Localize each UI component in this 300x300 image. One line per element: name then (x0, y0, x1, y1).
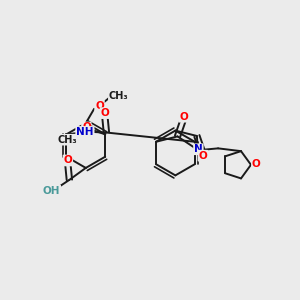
Text: OH: OH (43, 186, 60, 196)
Text: NH: NH (76, 127, 94, 137)
Text: O: O (179, 112, 188, 122)
Text: O: O (100, 108, 109, 118)
Text: O: O (95, 101, 104, 111)
Text: O: O (199, 151, 207, 161)
Text: O: O (64, 155, 72, 166)
Text: N: N (194, 144, 203, 154)
Text: O: O (252, 159, 261, 169)
Text: CH₃: CH₃ (58, 135, 77, 145)
Text: O: O (82, 122, 91, 133)
Text: CH₃: CH₃ (109, 91, 128, 101)
